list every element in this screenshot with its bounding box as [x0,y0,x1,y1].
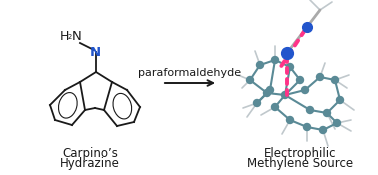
Circle shape [287,117,293,124]
Circle shape [304,124,310,131]
Circle shape [271,57,279,64]
Text: H: H [60,30,70,43]
Text: Electrophilic: Electrophilic [264,146,336,159]
Text: Carpino’s: Carpino’s [62,146,118,159]
Circle shape [287,64,293,71]
Text: Hydrazine: Hydrazine [60,158,120,170]
Circle shape [333,120,341,127]
Circle shape [319,127,327,134]
Circle shape [324,110,330,117]
Text: $_2$: $_2$ [67,33,73,43]
Circle shape [307,107,313,114]
Text: paraformaldehyde: paraformaldehyde [138,68,242,78]
Circle shape [257,61,263,68]
Circle shape [332,76,339,83]
Circle shape [263,89,271,96]
Circle shape [296,76,304,83]
Circle shape [302,86,308,93]
Circle shape [246,76,254,83]
Circle shape [336,96,344,103]
Circle shape [266,86,274,93]
Circle shape [254,100,260,107]
Text: Methylene Source: Methylene Source [247,158,353,170]
Text: N: N [72,30,82,43]
Circle shape [271,103,279,110]
Circle shape [316,74,324,80]
Circle shape [282,92,288,99]
Text: N: N [90,47,101,60]
